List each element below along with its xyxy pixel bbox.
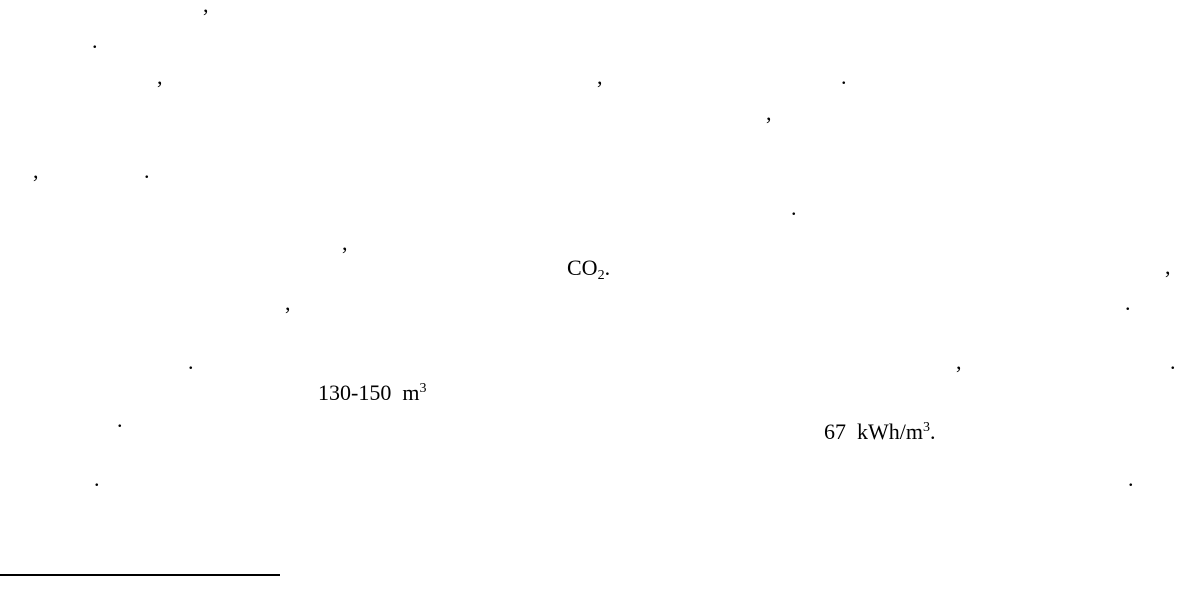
energy-value: 67 kWh/m3. — [824, 416, 936, 444]
period-mark: . — [188, 349, 194, 374]
volume-range: 130-150 — [318, 380, 392, 405]
period-mark: . — [94, 466, 100, 491]
comma-mark: , — [597, 64, 603, 89]
period-mark: . — [144, 158, 150, 183]
comma-mark: , — [285, 290, 291, 315]
comma-mark: , — [1165, 254, 1171, 279]
energy-superscript: 3 — [923, 420, 930, 435]
period-mark: . — [1170, 349, 1176, 374]
comma-mark: , — [203, 0, 209, 17]
volume-value: 130-150 m3 — [318, 377, 426, 405]
period-mark: . — [791, 195, 797, 220]
period-mark: . — [117, 407, 123, 432]
comma-mark: , — [766, 100, 772, 125]
energy-number: 67 — [824, 419, 846, 444]
comma-mark: , — [956, 349, 962, 374]
comma-mark: , — [157, 64, 163, 89]
footnote-separator-rule — [0, 574, 280, 576]
energy-unit: kWh/m — [857, 419, 923, 444]
comma-mark: , — [33, 158, 39, 183]
volume-unit: m — [402, 380, 420, 405]
volume-superscript: 3 — [419, 381, 427, 396]
co2-trailing-period: . — [604, 255, 611, 280]
comma-mark: , — [342, 230, 348, 255]
period-mark: . — [1128, 466, 1134, 491]
period-mark: . — [92, 28, 98, 53]
period-mark: . — [1125, 290, 1131, 315]
energy-trailing-period: . — [930, 419, 936, 444]
co2-subscript: 2 — [597, 268, 605, 283]
co2-base: CO — [567, 255, 598, 280]
period-mark: . — [841, 64, 847, 89]
co2-formula: CO2. — [567, 256, 610, 288]
